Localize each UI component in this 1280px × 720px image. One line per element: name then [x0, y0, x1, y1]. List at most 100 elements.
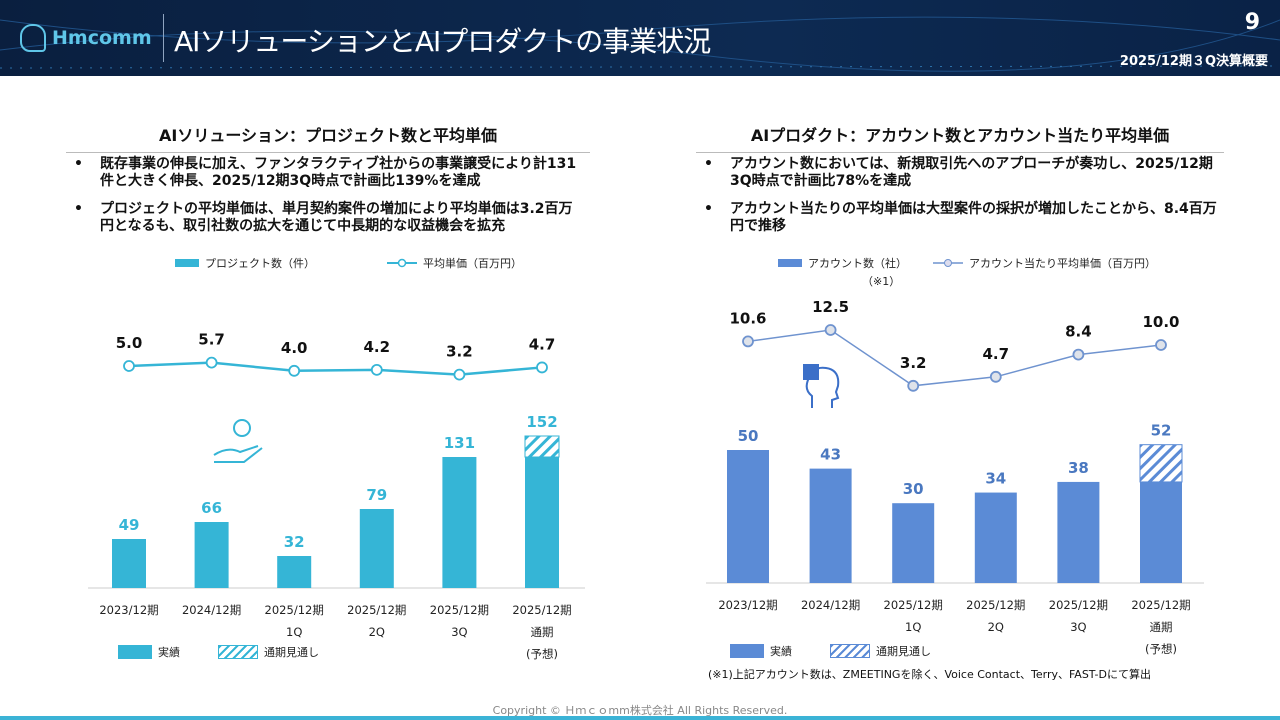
x-tick-label: (予想) — [526, 647, 558, 661]
line-point — [288, 364, 301, 377]
x-tick-label: 2Q — [369, 625, 385, 639]
bar-value-label: 79 — [366, 486, 387, 504]
bar-value-label: 38 — [1068, 459, 1089, 477]
line-value-label: 4.2 — [364, 338, 391, 356]
x-tick-label: 2025/12期 — [430, 603, 489, 617]
x-tick-label: 2025/12期 — [1049, 598, 1108, 612]
line-point — [907, 379, 920, 392]
bar — [1140, 481, 1182, 583]
bar — [194, 522, 229, 588]
line-value-label: 8.4 — [1065, 323, 1092, 341]
left-bottom-legend: 実績 通期見通し — [118, 644, 319, 660]
bar — [112, 539, 146, 588]
x-tick-label: 2024/12期 — [182, 603, 241, 617]
page-title: AIソリューションとAIプロダクトの事業状況 — [174, 25, 711, 58]
line-value-label: 10.0 — [1142, 313, 1179, 331]
page-number: 9 — [1244, 10, 1260, 35]
x-tick-label: 2025/12期 — [265, 603, 324, 617]
footnote: (※1)上記アカウント数は、ZMEETINGを除く、Voice Contact、… — [708, 668, 1151, 681]
right-section-title: AIプロダクト：アカウント数とアカウント当たり平均単価 — [696, 122, 1224, 153]
bullet-item: 既存事業の伸長に加え、ファンタラクティブ社からの事業譲受により計131件と大きく… — [66, 156, 586, 190]
right-bullets: アカウント数においては、新規取引先へのアプローチが奏功し、2025/12期3Q時… — [696, 156, 1226, 246]
hand — [213, 445, 263, 463]
bar-value-label: 66 — [201, 499, 222, 517]
x-tick-label: (予想) — [1145, 642, 1177, 656]
bar-value-label: 43 — [820, 446, 841, 464]
line-point — [453, 368, 466, 381]
line-point — [1072, 348, 1085, 361]
bullet-item: プロジェクトの平均単価は、単月契約案件の増加により平均単価は3.2百万円となるも… — [66, 201, 586, 235]
x-tick-label: 2023/12期 — [718, 598, 777, 612]
line-point — [824, 324, 837, 336]
line-value-label: 4.0 — [281, 339, 308, 357]
bulb — [233, 419, 251, 437]
x-tick-label: 2025/12期 — [966, 598, 1025, 612]
bar-value-label: 34 — [985, 470, 1006, 488]
line-value-label: 5.0 — [116, 334, 143, 352]
forecast-bar — [524, 435, 560, 458]
left-bullets: 既存事業の伸長に加え、ファンタラクティブ社からの事業譲受により計131件と大きく… — [66, 156, 586, 246]
ai-chip — [803, 364, 819, 380]
line-value-label: 12.5 — [812, 298, 849, 316]
x-tick-label: 2024/12期 — [801, 598, 860, 612]
bar-value-label: 32 — [284, 533, 305, 551]
report-subtitle: 2025/12期３Q決算概要 — [1119, 54, 1268, 69]
line-point — [1155, 339, 1167, 351]
wave-decoration — [0, 16, 1280, 72]
x-tick-label: 1Q — [286, 625, 302, 639]
x-tick-label: 2025/12期 — [347, 603, 406, 617]
legend-note: （※1） — [862, 275, 901, 288]
bar — [359, 509, 394, 588]
x-tick-label: 2025/12期 — [512, 603, 571, 617]
header: Hmcomm AIソリューションとAIプロダクトの事業状況 9 2025/12期… — [0, 0, 1280, 76]
bar — [727, 450, 769, 583]
line-value-label: 5.7 — [198, 331, 225, 349]
bar — [525, 457, 559, 588]
x-tick-label: 2Q — [988, 620, 1004, 634]
x-tick-label: 2025/12期 — [884, 598, 943, 612]
bar — [1057, 481, 1100, 583]
bar-value-label: 152 — [526, 413, 557, 431]
line-point — [536, 361, 548, 374]
bar — [892, 503, 935, 583]
ai-head-icon — [803, 364, 840, 408]
x-tick-label: 通期 — [1150, 620, 1173, 634]
avg-price-line — [747, 329, 1162, 387]
bar — [974, 492, 1017, 583]
company-logo: Hmcomm — [20, 24, 152, 52]
forecast-bar — [1139, 444, 1183, 483]
line-value-label: 3.2 — [900, 354, 927, 372]
bar-value-label: 131 — [444, 434, 475, 452]
x-tick-label: 3Q — [451, 625, 467, 639]
bar — [809, 468, 852, 583]
line-value-label: 3.2 — [446, 343, 473, 361]
avg-price-line — [128, 361, 543, 376]
line-value-label: 4.7 — [983, 345, 1010, 363]
line-value-label: 10.6 — [729, 309, 766, 327]
line-point — [742, 335, 754, 348]
right-bottom-legend: 実績 通期見通し — [730, 643, 931, 659]
lightbulb-hand-icon — [213, 419, 263, 463]
x-tick-label: 2025/12期 — [1131, 598, 1190, 612]
line-point — [989, 370, 1002, 383]
bar — [442, 457, 477, 588]
x-tick-label: 2023/12期 — [99, 603, 158, 617]
bar-value-label: 50 — [738, 427, 759, 445]
bar-value-label: 52 — [1151, 422, 1172, 440]
bar-value-label: 30 — [903, 480, 924, 498]
right-legend: アカウント数（社） アカウント当たり平均単価（百万円） — [778, 255, 1156, 271]
x-tick-label: 1Q — [905, 620, 921, 634]
left-legend: プロジェクト数（件） 平均単価（百万円） — [175, 255, 522, 271]
line-point — [370, 363, 383, 376]
bar — [277, 556, 312, 588]
bar-value-label: 49 — [119, 516, 140, 534]
line-point — [205, 356, 218, 369]
bullet-item: アカウント数においては、新規取引先へのアプローチが奏功し、2025/12期3Q時… — [696, 156, 1226, 190]
left-section-title: AIソリューション：プロジェクト数と平均単価 — [66, 122, 590, 153]
copyright: Copyright © Ｈｍｃｏmm株式会社 All Rights Reserv… — [492, 704, 788, 717]
x-tick-label: 通期 — [531, 625, 554, 639]
line-point — [123, 360, 135, 372]
x-tick-label: 3Q — [1070, 620, 1086, 634]
